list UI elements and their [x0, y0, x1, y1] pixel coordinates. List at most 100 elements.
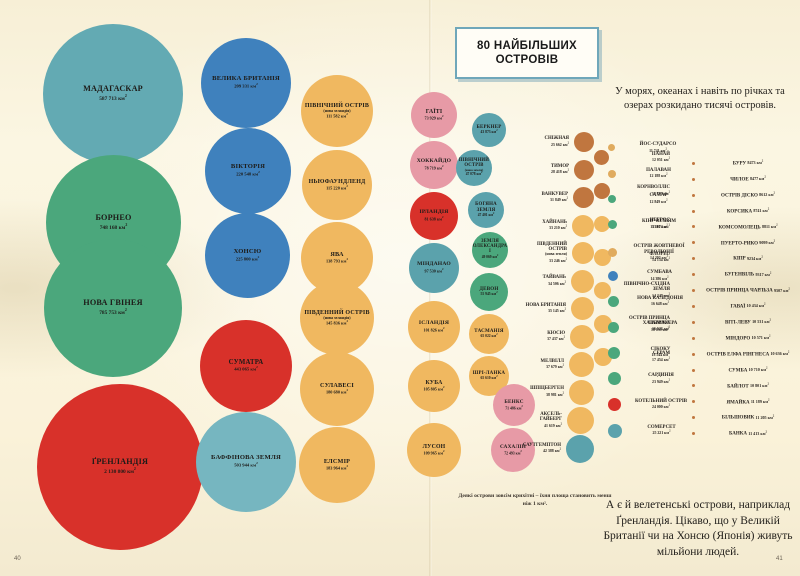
island-name: НЬЮФАУНДЛЕНД [308, 178, 366, 185]
island-name: НОВА ГВІНЕЯ [83, 298, 143, 308]
island-dot [692, 368, 695, 372]
island-dot [608, 321, 619, 333]
island-name: КІПР [733, 256, 746, 262]
island-name: САРДИНІЯ [648, 372, 674, 378]
island-name: ВАНКУВЕР [541, 191, 568, 197]
island-circle: БЕНКС 71 486 км2 [493, 384, 535, 426]
island-label: БУРУ 8473 км2 [700, 159, 796, 167]
island-name: МІНДОРО [725, 336, 751, 342]
page-number-left: 40 [14, 556, 21, 562]
island-row: СНІЖНАЯ 25 662 км2 [522, 132, 594, 152]
island-name: ОСТРІВ ЕЛФА РІНГНЕСА [706, 352, 770, 358]
island-area: 785 753 км2 [99, 308, 127, 316]
island-area: 748 168 км2 [99, 222, 128, 231]
island-row: БАЙЛОТ 10 801 км2 [692, 382, 796, 390]
island-dot [608, 248, 617, 258]
island-area: 11 741 км2 [649, 147, 667, 153]
island-label: ОСТРІВ ДІСКО 8612 км2 [700, 191, 796, 199]
island-name: ПІВДЕННИЙ ОСТРІВ [304, 309, 370, 316]
island-name: ПАЛАВАН [646, 167, 671, 173]
island-name: КОТЕЛЬНИЙ ОСТРІВ [634, 398, 687, 404]
island-row: МІНДОРО 10 571 км2 [692, 334, 796, 342]
island-area: 115 220 км2 [326, 184, 348, 191]
island-dot [692, 416, 695, 420]
island-dot [572, 214, 594, 237]
island-name: АКСЕЛЬ-ГАЙБЕРГ [539, 412, 562, 423]
island-circle: НОВА ГВІНЕЯ 785 753 км2 [44, 239, 182, 377]
island-label: ЧИЛОЕ 8477 км2 [700, 175, 796, 183]
island-name: НОВА БРИТАНІЯ [525, 302, 566, 308]
island-dot [608, 398, 621, 411]
island-area: 443 065 км2 [234, 365, 258, 372]
island-name: ВІКТОРІЯ [230, 163, 266, 171]
island-row: СОМЕРСЕТ 25 221 км2 [608, 423, 696, 438]
island-circle: БОГЯНА ЗЕМЛЯ 47 401 км2 [468, 192, 504, 228]
island-label: БУГЕНВІЛЬ 9317 км2 [700, 271, 796, 278]
island-area: 73 929 км2 [424, 114, 444, 121]
island-name: СУЛАВЕСІ [320, 381, 354, 389]
island-name: БЕРКНЕР [476, 124, 502, 130]
island-row: ПУЕРТО-РИКО 9099 км2 [692, 239, 796, 247]
island-label: МІНДОРО 10 571 км2 [700, 334, 796, 342]
island-row: ПІВНІЧНО-СХІДНА ЗЕМЛЯ 14 247 км2 [594, 282, 670, 299]
island-name: ХОККАЙДО [416, 158, 452, 165]
island-label: ТИМОР 28 418 км2 [551, 164, 569, 176]
island-row: БАНКА 11 413 км2 [692, 430, 796, 437]
island-circle: БЕРКНЕР 43 873 км2 [472, 113, 506, 147]
island-dot [692, 193, 695, 197]
island-label: ОСТРІВ ПРИНЦА ПАТРІКА 16 523 км2 [616, 316, 670, 333]
island-dot [692, 225, 695, 229]
island-label: ЙОС-СУДАРСО 11 741 км2 [620, 142, 696, 154]
outro-paragraph: А є й велетенські острови, наприклад Ґре… [603, 499, 793, 558]
island-label: ХАЛЬМАХЕРА 18 039 км2 [624, 321, 696, 333]
island-name: ЕЛСМІР [323, 457, 351, 465]
island-label: МЕЛВІЛЛ 37 679 км2 [541, 359, 564, 371]
island-row: КОРСИКА 8741 км2 [692, 207, 796, 215]
island-dot [594, 282, 611, 299]
island-name: ПУЕРТО-РИКО [720, 240, 759, 246]
island-name: БЕНКС [504, 399, 524, 406]
island-row: САУТГЕМПТОН 42 388 км2 [522, 434, 594, 463]
island-circle: ЕЛСМІР 183 964 км2 [299, 427, 375, 503]
island-area: 16 648 км2 [651, 300, 669, 307]
island-name: ВЕЛИКА БРИТАНІЯ [212, 75, 280, 83]
island-circle: ІРЛАНДІЯ 81 638 км2 [410, 192, 458, 240]
island-circle: ВІКТОРІЯ 220 548 км2 [205, 128, 291, 214]
island-name: ТИМОР [550, 163, 569, 169]
island-area: 18 544 км2 [651, 352, 670, 358]
island-dot [573, 187, 594, 208]
island-name: БОРНЕО [95, 212, 132, 222]
island-dot [608, 346, 620, 359]
island-name: КІНГ-ВІЛЬЯМ [642, 218, 676, 224]
island-area: 38 981 км2 [546, 391, 564, 397]
island-name: ХАЙНАНЬ [542, 219, 567, 225]
island-name: СОМЕРСЕТ [647, 424, 676, 430]
island-area: 31 849 км2 [550, 196, 568, 203]
island-dot [692, 304, 695, 308]
island-area: 65 022 км2 [480, 333, 498, 339]
island-dot [692, 384, 695, 388]
island-dot [608, 195, 616, 204]
island-area: 145 836 км2 [326, 319, 348, 326]
island-name: ІСЛАНДІЯ [418, 320, 450, 327]
island-row: БУГЕНВІЛЬ 9317 км2 [692, 271, 796, 278]
island-label: СІКОКУ 18 544 км2 [625, 347, 696, 359]
island-subtitle: (нова земля) [464, 167, 484, 172]
island-name: МІНДАНАО [417, 261, 451, 268]
page-title: 80 НАЙБІЛЬШИХ ОСТРОВІВ [477, 39, 577, 68]
island-dot [571, 297, 594, 320]
island-area: 71 486 км2 [505, 404, 523, 410]
island-dot [594, 249, 611, 266]
island-area: 10 434 км2 [746, 302, 766, 309]
island-name: СЕРАМ [653, 351, 670, 357]
island-name: БАФФІНОВА ЗЕМЛЯ [211, 454, 281, 462]
island-dot [608, 423, 622, 438]
island-area: 14 154 км2 [652, 256, 670, 263]
island-area: 37 679 км2 [546, 363, 564, 370]
island-label: КОМСОМОЛЕЦЬ 8811 км2 [700, 223, 796, 231]
island-area: 14 386 км2 [650, 275, 669, 281]
island-dot [608, 296, 619, 308]
island-dot [692, 273, 695, 277]
island-circle: ПІВНІЧНИЙ ОСТРІВ (нова зеландія) 111 582 к… [301, 75, 373, 147]
island-name: ПАНАЙ [651, 151, 670, 157]
